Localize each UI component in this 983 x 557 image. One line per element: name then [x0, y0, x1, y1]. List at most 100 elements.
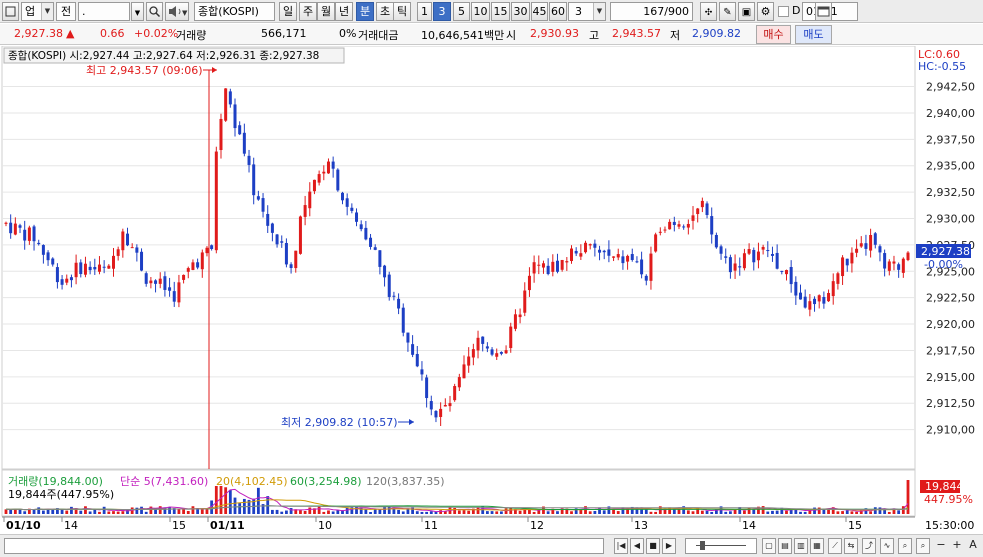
interval-select[interactable]: 3 ▼ [568, 2, 606, 21]
settings-button[interactable]: ⚙ [757, 2, 774, 21]
chevron-down-icon[interactable]: ▼ [593, 3, 605, 20]
price-chart[interactable]: 2,942,50 2,940,00 2,937,50 2,935,00 2,932,50… [0, 46, 983, 534]
interval-tab[interactable]: 3 [433, 2, 451, 21]
x-axis: 01/10 14 15 01/11 10 11 12 13 14 15 [2, 516, 915, 532]
volume-bar [817, 507, 821, 514]
font-increase-button[interactable]: + [950, 538, 964, 554]
volume-bar [654, 511, 658, 514]
candle-body [612, 256, 616, 258]
tool-button-3[interactable]: ⤴ [862, 538, 876, 554]
scroll-next-button[interactable]: ▶ [662, 538, 676, 554]
interval-tab[interactable]: 30 [511, 2, 530, 21]
search-button[interactable] [146, 2, 163, 21]
candle-body [527, 275, 531, 291]
period-tab[interactable]: 틱 [393, 2, 411, 21]
volume-bar [855, 511, 858, 514]
interval-tab[interactable]: 10 [471, 2, 490, 21]
current-pct-tag: -0.00% [924, 258, 963, 271]
font-size-button[interactable]: A [966, 538, 980, 554]
period-tab[interactable]: 분 [356, 2, 374, 21]
tool-button-4[interactable]: ∿ [880, 538, 894, 554]
volume-bar [476, 507, 480, 514]
volume-bar [23, 511, 27, 514]
history-scroll-track[interactable] [4, 538, 604, 554]
volume-bar [294, 509, 298, 514]
period-select-value: 전 [60, 5, 72, 18]
font-decrease-button[interactable]: − [934, 538, 948, 554]
zoom-slider-handle[interactable] [700, 541, 705, 550]
amount-label: 거래대금 [358, 29, 399, 42]
play-icon: ▶ [665, 541, 673, 550]
code-input[interactable]: . [78, 2, 130, 21]
volume-bar [509, 508, 513, 514]
date-checkbox[interactable] [778, 6, 789, 17]
volume-bar [644, 509, 648, 514]
period-tab[interactable]: 일 [279, 2, 297, 21]
volume-bar [210, 500, 214, 514]
code-dropdown[interactable]: ▼ [131, 2, 144, 21]
sound-button[interactable]: ▼ [165, 2, 189, 21]
candle-body [481, 336, 485, 344]
interval-tab[interactable]: 45 [531, 2, 548, 21]
period-tab[interactable]: 년 [335, 2, 353, 21]
date-checkbox-label: D [792, 4, 801, 17]
candle-body [841, 257, 845, 277]
calendar-button[interactable] [815, 2, 832, 21]
view-button-2[interactable]: ▤ [778, 538, 792, 554]
symbol-field[interactable]: 종합(KOSPI) [194, 2, 275, 21]
volume-bar [453, 507, 457, 514]
volume-bar [378, 509, 382, 514]
scroll-prev-button[interactable]: ◀ [630, 538, 644, 554]
period-tab[interactable]: 주 [299, 2, 317, 21]
volume-bar [822, 508, 826, 514]
view-button-1[interactable]: ▢ [762, 538, 776, 554]
zoom-slider[interactable] [685, 538, 757, 554]
interval-tab[interactable]: 1 [417, 2, 432, 21]
volume-bar [542, 506, 545, 514]
candle-body [350, 207, 354, 211]
tool-button-5[interactable]: ⌕ [898, 538, 912, 554]
candle-body [775, 252, 779, 269]
view-button-3[interactable]: ▥ [794, 538, 808, 554]
low-label: 저 [670, 29, 681, 42]
candle-body [728, 257, 732, 273]
zoom-button[interactable]: ✣ [700, 2, 717, 21]
period-tab[interactable]: 초 [376, 2, 394, 21]
volume-bar [37, 507, 41, 514]
candle-body [710, 216, 714, 235]
x-tick-label: 01/11 [210, 519, 245, 532]
candle-body [326, 161, 330, 174]
candle-count-input[interactable]: 167/900 [610, 2, 693, 21]
interval-tab[interactable]: 60 [549, 2, 567, 21]
pencil-icon: ✎ [723, 7, 732, 18]
menu-icon[interactable] [2, 2, 19, 21]
zoom-out-button[interactable]: ⌕ [916, 538, 930, 554]
tool-button-2[interactable]: ⇆ [844, 538, 858, 554]
buy-button[interactable]: 매수 [756, 25, 791, 44]
scroll-stop-button[interactable]: ■ [646, 538, 660, 554]
period-select[interactable]: 전 [56, 2, 76, 21]
sell-button[interactable]: 매도 [795, 25, 832, 44]
interval-tab[interactable]: 5 [453, 2, 470, 21]
hc-value: HC:-0.55 [918, 60, 966, 73]
candle-body [289, 264, 293, 268]
draw-button[interactable]: ✎ [719, 2, 736, 21]
period-tab[interactable]: 월 [317, 2, 335, 21]
market-select[interactable]: 업 ▼ [21, 2, 54, 21]
candle-body [401, 307, 405, 333]
volume-bar [425, 511, 429, 514]
candle-body [850, 252, 854, 264]
y-tick-label: 2,932,50 [926, 186, 975, 199]
chevron-down-icon[interactable]: ▼ [41, 3, 53, 20]
interval-tab[interactable]: 15 [491, 2, 510, 21]
tool-button-1[interactable]: ⟋ [828, 538, 842, 554]
save-button[interactable]: ▣ [738, 2, 755, 21]
volume-bar [499, 511, 503, 514]
candle-body [752, 249, 756, 263]
scroll-first-button[interactable]: |◀ [614, 538, 628, 554]
volume-bar [635, 507, 639, 514]
high-label: 고 [589, 29, 600, 42]
view-button-4[interactable]: ▦ [810, 538, 824, 554]
volume-ma-lines [5, 488, 909, 513]
volume-bar [743, 510, 746, 514]
